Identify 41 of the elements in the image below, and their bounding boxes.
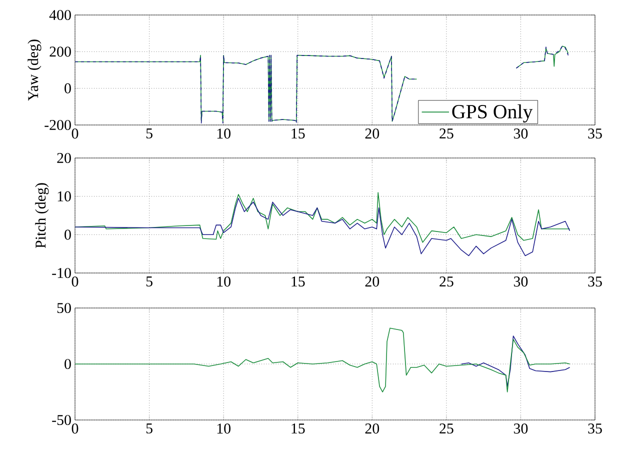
x-tick-label: 0 [72,128,78,139]
x-tick-label: 5 [146,424,152,434]
x-tick-label: 15 [292,128,305,139]
x-tick-label: 20 [365,424,380,434]
x-tick-label: 25 [440,424,454,434]
x-tick-label: 30 [514,276,528,287]
x-tick-label: 10 [217,128,230,139]
x-tick-label: 30 [514,128,528,139]
y-tick-label: 200 [50,46,71,57]
x-tick-label: 5 [146,128,152,138]
x-tick-label: 25 [440,128,454,139]
line-series [460,336,570,387]
x-tick-label: 25 [440,276,454,287]
x-tick-label: 10 [217,424,230,434]
x-tick-label: 35 [588,128,602,139]
y-axis-title: Pitch (deg) [35,183,49,248]
y-tick-label: 0 [64,230,71,240]
x-tick-label: 5 [146,276,152,286]
x-tick-label: 35 [588,424,602,434]
line-series [75,198,570,256]
y-tick-label: -200 [44,120,71,130]
y-tick-label: 0 [64,83,71,94]
x-tick-label: 0 [72,424,78,434]
y-tick-label: 0 [64,358,71,370]
x-tick-label: 20 [365,128,380,139]
line-series [75,328,570,392]
x-tick-label: 30 [514,424,528,434]
y-axis-title: Yaw (deg) [28,40,42,101]
y-tick-label: -50 [52,414,71,426]
y-tick-label: -10 [52,268,71,278]
x-tick-label: 10 [217,276,230,287]
legend-label: GPS Only [452,104,533,123]
x-tick-label: 20 [365,276,380,287]
y-tick-label: 20 [57,152,71,164]
x-tick-label: 0 [72,276,78,287]
x-tick-label: 15 [292,276,305,287]
y-tick-label: 10 [58,191,71,202]
x-tick-label: 15 [292,424,305,434]
y-tick-label: 50 [57,302,71,314]
y-tick-label: 400 [49,10,71,20]
x-tick-label: 35 [588,276,602,287]
